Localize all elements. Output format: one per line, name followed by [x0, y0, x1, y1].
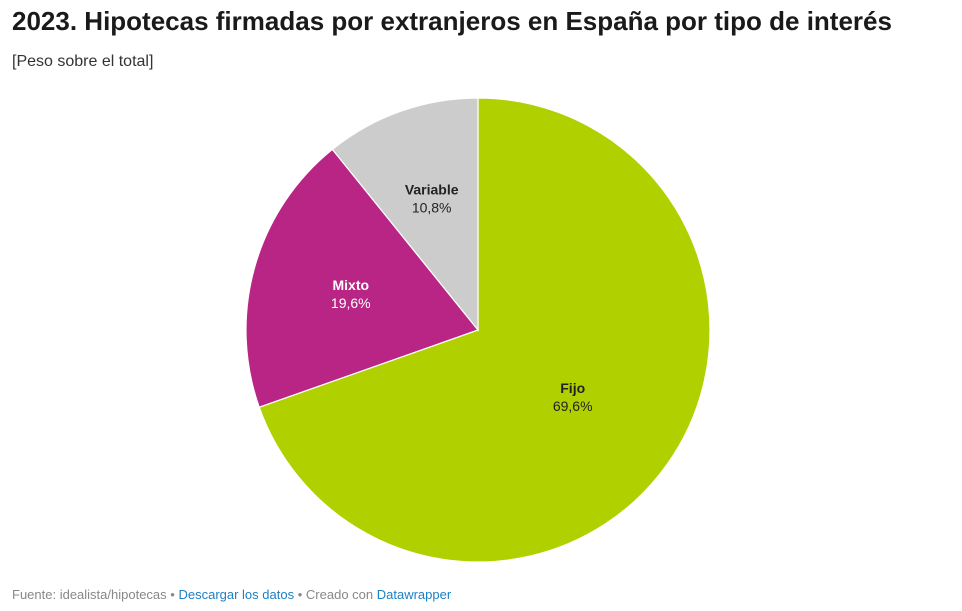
chart-subtitle: [Peso sobre el total]	[12, 53, 154, 70]
pie-labels: Fijo 69,6% Mixto 19,6% Variable 10,8%	[331, 182, 593, 414]
pie-slice-mixto	[245, 148, 479, 408]
slice-value-fijo: 69,6%	[553, 398, 593, 414]
slice-value-variable: 10,8%	[412, 200, 452, 216]
pie-slice-variable	[331, 97, 479, 332]
chart-footer: Fuente: idealista/hipotecas • Descargar …	[12, 587, 451, 602]
created-with-text: Creado con	[305, 587, 374, 602]
pie-slice-fijo	[258, 97, 711, 563]
datawrapper-link[interactable]: Datawrapper	[376, 587, 452, 602]
slice-label-fijo: Fijo	[560, 380, 585, 396]
footer-separator-2: •	[297, 587, 303, 602]
pie-slices	[245, 97, 711, 563]
slice-label-variable: Variable	[405, 182, 459, 198]
chart-title: 2023. Hipotecas firmadas por extranjeros…	[12, 6, 892, 36]
download-data-link[interactable]: Descargar los datos	[178, 587, 295, 602]
slice-label-mixto: Mixto	[333, 277, 370, 293]
footer-separator: •	[170, 587, 175, 602]
slice-value-mixto: 19,6%	[331, 295, 371, 311]
source-text: Fuente: idealista/hipotecas	[12, 587, 167, 602]
